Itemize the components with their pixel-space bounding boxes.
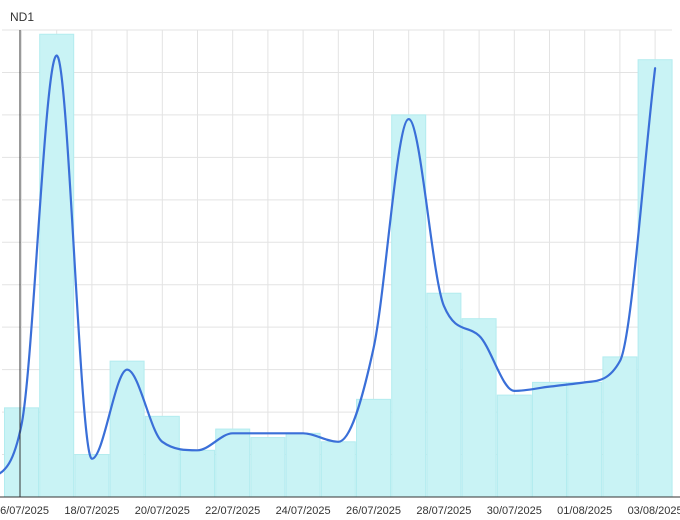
bar-25-07-2025 — [320, 441, 356, 498]
x-tick-label: 03/08/2025 — [628, 505, 680, 517]
x-tick-label: 28/07/2025 — [416, 505, 471, 517]
x-tick-label: 18/07/2025 — [64, 505, 119, 517]
x-tick-label: 16/07/2025 — [0, 505, 49, 517]
bar-19-07-2025 — [109, 360, 145, 498]
x-tick-label: 26/07/2025 — [346, 505, 401, 517]
y-axis-label: ND1 — [10, 10, 34, 24]
bar-20-07-2025 — [144, 415, 180, 498]
bar-27-07-2025 — [391, 114, 427, 498]
smooth-line-group — [0, 54, 657, 475]
bar-18-07-2025 — [74, 454, 110, 498]
bar-31-07-2025 — [532, 381, 567, 498]
bar-23-07-2025 — [250, 437, 286, 498]
bar-01-08-2025 — [567, 381, 603, 498]
bar-26-07-2025 — [356, 398, 391, 498]
x-tick-label: 30/07/2025 — [487, 505, 542, 517]
bar-29-07-2025 — [461, 318, 497, 498]
x-tick-label: 22/07/2025 — [205, 505, 260, 517]
x-tick-label: 20/07/2025 — [135, 505, 190, 517]
axes-group — [0, 30, 680, 498]
x-tick-labels: 16/07/2025 18/07/2025 20/07/2025 22/07/2025… — [0, 505, 680, 517]
bars-group — [4, 33, 673, 498]
smooth-trend-line — [0, 54, 657, 475]
bar-28-07-2025 — [426, 292, 462, 498]
x-tick-label: 24/07/2025 — [276, 505, 331, 517]
bar-24-07-2025 — [285, 432, 321, 498]
bar-30-07-2025 — [496, 394, 532, 498]
bar-21-07-2025 — [180, 449, 215, 498]
bar-17-07-2025 — [39, 33, 75, 498]
x-tick-label: 01/08/2025 — [557, 505, 612, 517]
bar-02-08-2025 — [602, 356, 638, 498]
bar-03-08-2025 — [637, 59, 673, 498]
